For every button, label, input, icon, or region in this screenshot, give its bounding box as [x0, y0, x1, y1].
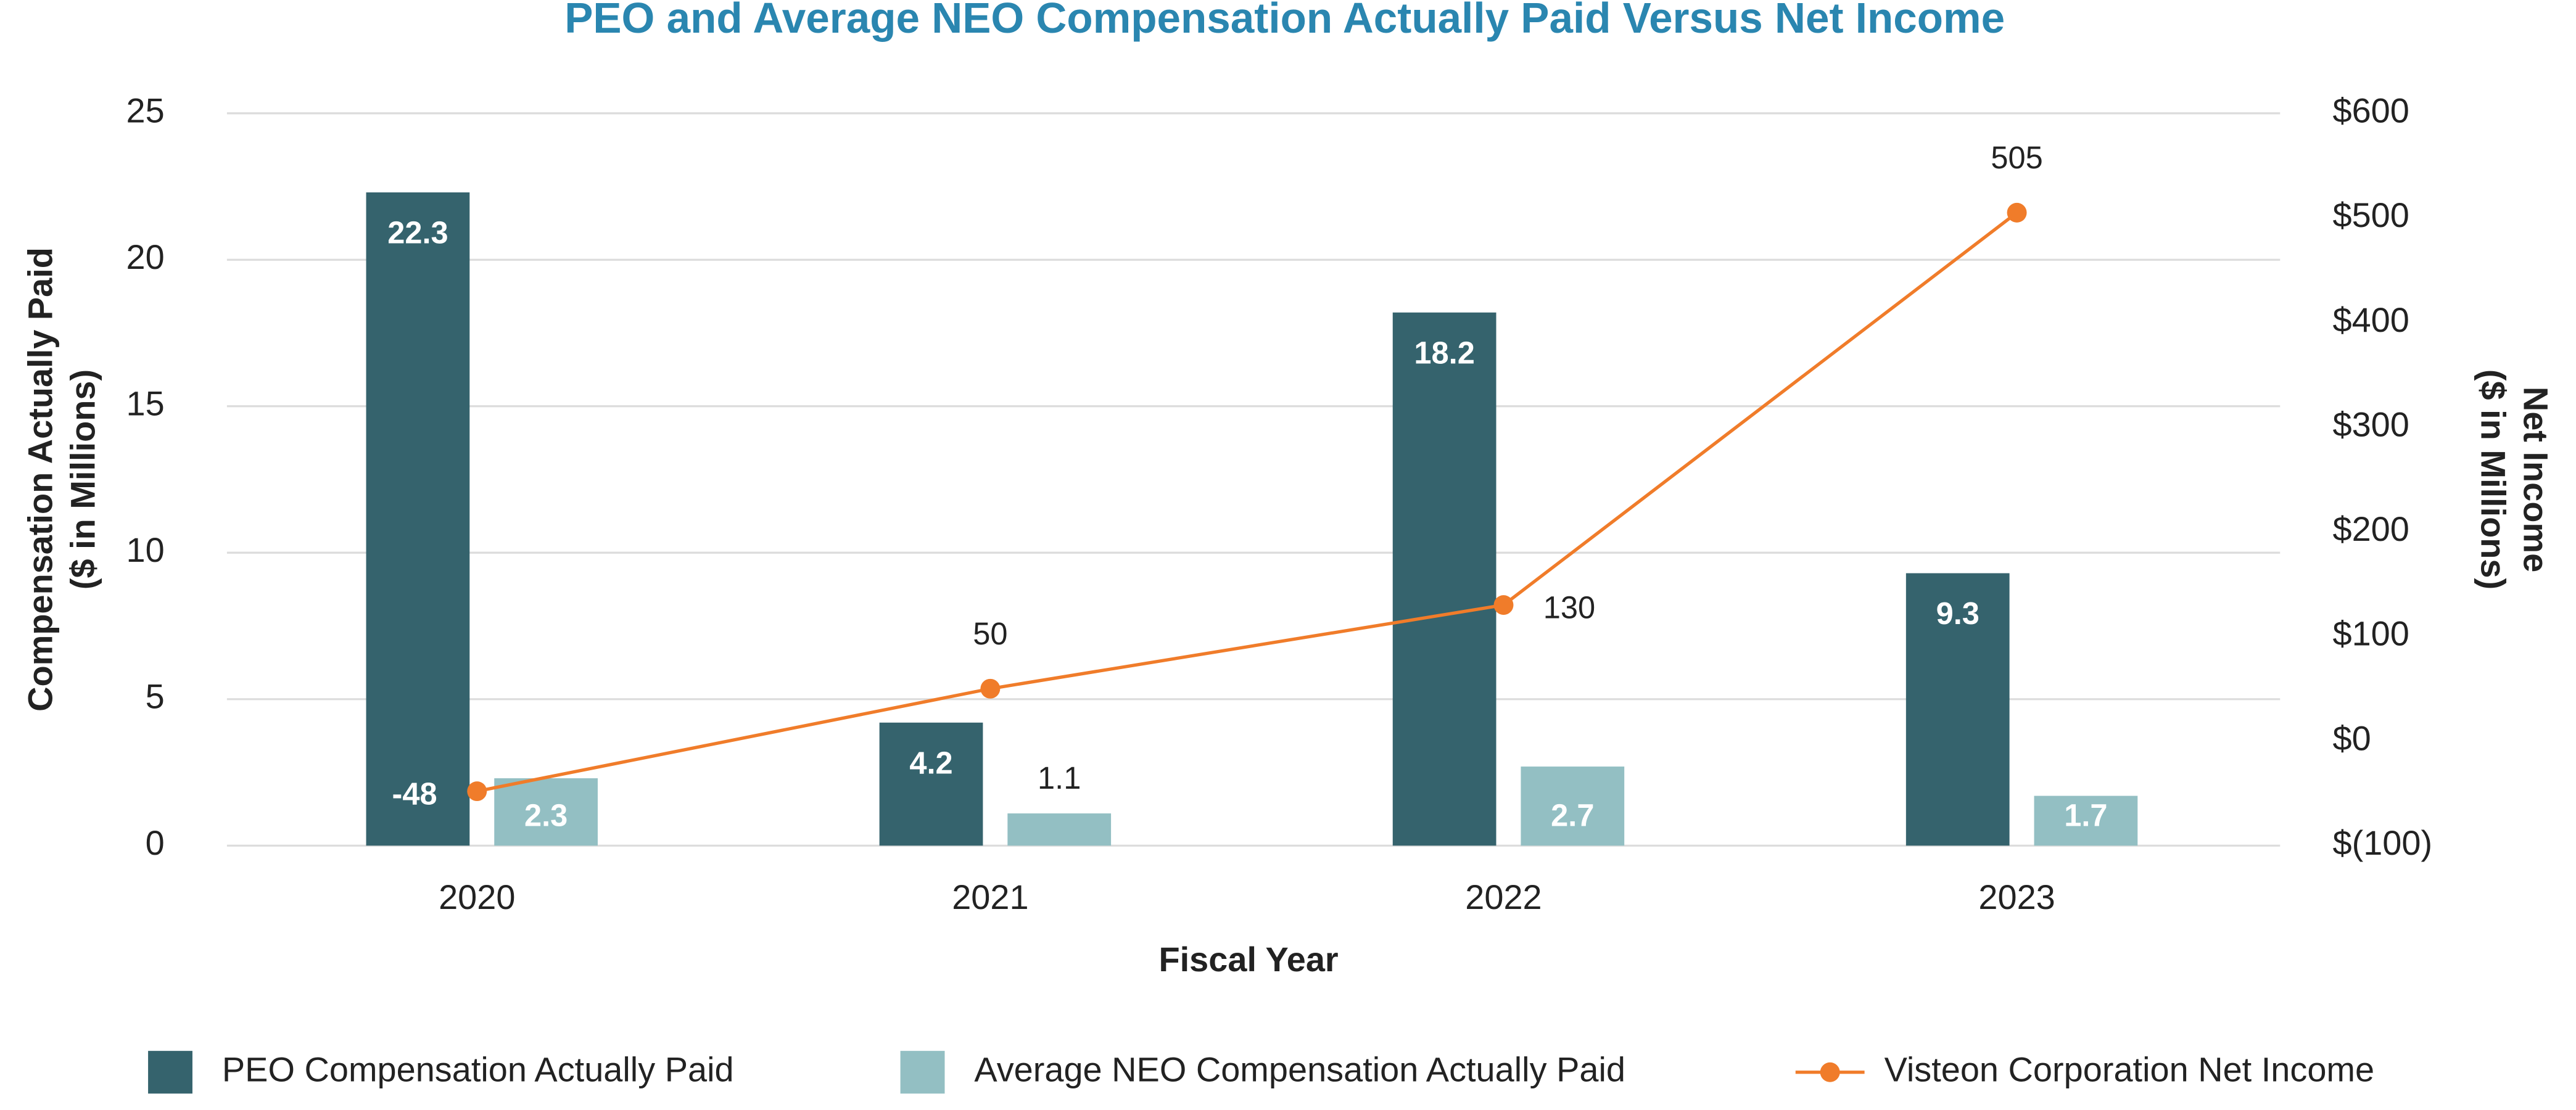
y-axis-title: Compensation Actually Paid ($ in Million… [20, 247, 102, 712]
line-value-label: 50 [973, 616, 1007, 651]
bar [1007, 813, 1112, 846]
y2-axis-title-line: ($ in Millions) [2474, 369, 2512, 590]
bar [1521, 767, 1625, 846]
y-tick-label: 5 [146, 677, 165, 716]
line [476, 211, 2018, 793]
y2-tick-label: $600 [2332, 91, 2409, 130]
y2-tick-label: $500 [2332, 195, 2409, 234]
line-marker [467, 781, 487, 802]
x-tick-label: 2020 [439, 878, 515, 916]
bar-value-label: 18.2 [1414, 335, 1474, 370]
legend-label: Average NEO Compensation Actually Paid [974, 1050, 1625, 1089]
bar-value-label: 1.7 [2064, 797, 2107, 832]
bar [879, 722, 983, 846]
line-marker [1493, 595, 1514, 615]
line-value-label: 130 [1543, 590, 1595, 625]
bar-value-label: 1.1 [1038, 760, 1081, 796]
bar [1905, 573, 2010, 846]
legend-swatch [900, 1051, 945, 1094]
y-axis-title-line: Compensation Actually Paid [20, 247, 59, 712]
y-tick-label: 25 [126, 91, 165, 130]
y2-tick-label: $400 [2332, 300, 2409, 339]
y2-axis-title: Net Income ($ in Millions) [2474, 369, 2555, 590]
y-tick-label: 10 [126, 530, 165, 569]
legend-label: Visteon Corporation Net Income [1885, 1050, 2375, 1089]
legend-swatch [148, 1051, 192, 1094]
y2-tick-label: $300 [2332, 405, 2409, 443]
x-tick-label: 2022 [1465, 878, 1542, 916]
bar-value-label: 9.3 [1936, 596, 1979, 631]
chart-title: PEO and Average NEO Compensation Actuall… [564, 0, 2005, 42]
y2-tick-label: $200 [2332, 509, 2409, 548]
y-tick-label: 0 [146, 823, 165, 862]
bar [366, 192, 470, 846]
y-tick-label: 20 [126, 237, 165, 276]
y2-tick-label: $0 [2332, 718, 2371, 757]
bar-value-label: 2.3 [524, 797, 568, 832]
y-axis-title-line: ($ in Millions) [64, 369, 102, 590]
y2-tick-label: $(100) [2332, 823, 2432, 862]
line-value-label: 505 [1991, 140, 2042, 175]
x-tick-label: 2023 [1978, 878, 2055, 916]
y2-tick-label: $100 [2332, 614, 2409, 653]
legend-label: PEO Compensation Actually Paid [222, 1050, 734, 1089]
legend-swatch [1820, 1062, 1840, 1082]
y-tick-label: 15 [126, 384, 165, 423]
bar-value-label: 2.7 [1551, 797, 1594, 832]
y2-axis-title-line: Net Income [2517, 387, 2556, 572]
bar [1392, 312, 1496, 846]
bar-value-label: 4.2 [909, 745, 952, 780]
x-axis-title: Fiscal Year [1159, 940, 1339, 979]
bar [494, 778, 598, 846]
line-marker [980, 678, 1001, 699]
bar [2034, 796, 2138, 846]
x-tick-label: 2021 [952, 878, 1028, 916]
line-marker [2007, 202, 2027, 223]
line-value-label: -48 [392, 776, 437, 811]
bar-value-label: 22.3 [387, 215, 448, 250]
